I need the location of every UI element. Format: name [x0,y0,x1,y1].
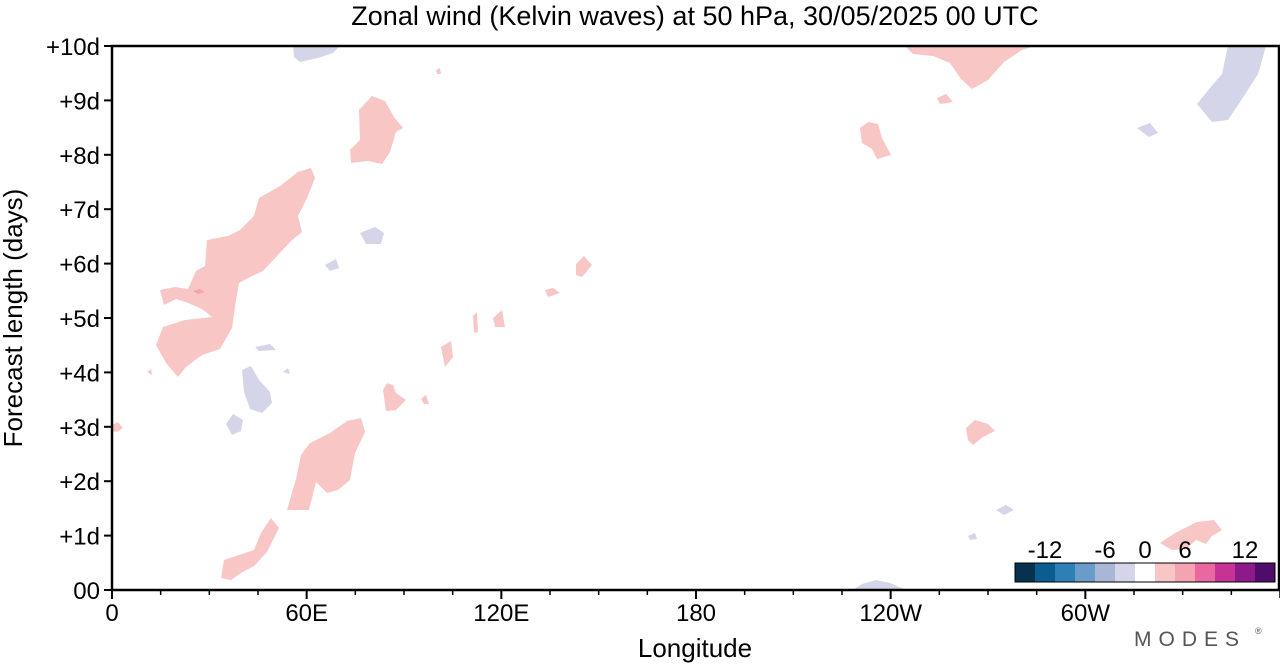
y-tick-label-8: +8d [59,143,100,170]
colorbar-label-0: 0 [1138,537,1151,564]
pos-area-8-5d [350,96,403,164]
neg-area-9d-right [1137,123,1158,137]
neg-area-small [283,368,290,374]
y-tick-label-9: +9d [59,88,100,115]
pos-area-0-5d [221,518,279,580]
colorbar-frame [1014,562,1276,583]
x-tick-label-180: 180 [676,600,716,627]
colorbar-bin-7 [1155,563,1176,582]
pos-area-5d-a [493,310,505,327]
neg-area-4-5d [255,344,276,351]
pos-area-8-5d-right [860,122,891,159]
pos-area-2-5d [287,418,365,510]
neg-area-1d [968,533,977,540]
y-tick-label-7: +7d [59,197,100,224]
colorbar-bin-1 [1035,563,1056,582]
pos-area-3d-right [966,420,995,445]
pos-area-3-5d [383,383,406,411]
y-tick-label-6: +6d [59,252,100,279]
x-tick-label-0: 0 [105,600,118,627]
y-axis-label: Forecast length (days) [0,189,28,448]
pos-area-9d-right [937,94,953,104]
neg-area-3d [226,414,243,435]
pos-area-4d-speck [147,369,152,375]
y-tick-label-4: +4d [59,360,100,387]
x-tick-label-120W: 120W [859,600,922,627]
x-tick-label-60W: 60W [1061,600,1111,627]
colorbar-bin-4 [1095,563,1116,582]
neg-area-6-5d [360,227,384,244]
colorbar-label-6: 6 [1178,537,1191,564]
axes: 0 60E 120E 180 120W 60W 00 +1d +2d +3d +4d +5d +6d +7… [46,34,1280,627]
pos-band-main [156,168,315,377]
pos-area-1d-right [1160,520,1222,550]
y-tick-label-5: +5d [59,306,100,333]
y-tick-label-3: +3d [59,415,100,442]
plot-frame [110,44,1280,592]
y-tick-label-2: +2d [59,469,100,496]
colorbar-bin-2 [1055,563,1076,582]
y-tick-label-1: +1d [59,524,100,551]
neg-area-bottom [853,580,906,590]
pos-area-6d [576,256,592,277]
pos-area-10d-right [905,46,1035,89]
neg-area-1-5d [996,505,1014,515]
x-axis-label: Longitude [638,633,752,663]
x-tick-label-120E: 120E [473,600,529,627]
y-tick-label-0: 00 [73,578,100,605]
pos-area-5d-b [473,312,478,333]
colorbar-bin-6 [1135,563,1156,582]
colorbar-bin-3 [1075,563,1096,582]
pos-core [193,289,205,294]
pos-area-5-5d [545,288,560,297]
logo-text: MODES [1134,628,1246,651]
pos-area-3-5d-small [421,395,429,404]
neg-area-top-right [1197,46,1266,122]
colorbar-label-12: 12 [1232,537,1259,564]
colorbar-label--6: -6 [1094,537,1115,564]
pos-area-10d-speck [436,68,441,74]
x-tick-label-60E: 60E [285,600,328,627]
neg-area-4d [242,366,272,413]
neg-area-6d [325,259,339,271]
y-tick-label-10: +10d [46,34,100,61]
modes-logo: MODES ® [1134,626,1262,651]
colorbar-bin-12 [1255,563,1276,582]
colorbar-bin-9 [1195,563,1216,582]
colorbar-bin-0 [1015,563,1036,582]
colorbar-bin-5 [1115,563,1136,582]
chart-title: Zonal wind (Kelvin waves) at 50 hPa, 30/… [351,1,1038,31]
colorbar-bin-11 [1235,563,1256,582]
colorbar-bin-8 [1175,563,1196,582]
pos-area-3d-edge [112,422,123,432]
colorbar-label--12: -12 [1028,537,1063,564]
neg-area-top-left [293,46,340,62]
logo-registered-mark: ® [1255,626,1262,636]
colorbar: -12 -6 0 6 12 [1014,537,1276,583]
contour-fills [112,46,1266,590]
colorbar-bin-10 [1215,563,1236,582]
pos-area-4-5d [441,341,453,367]
